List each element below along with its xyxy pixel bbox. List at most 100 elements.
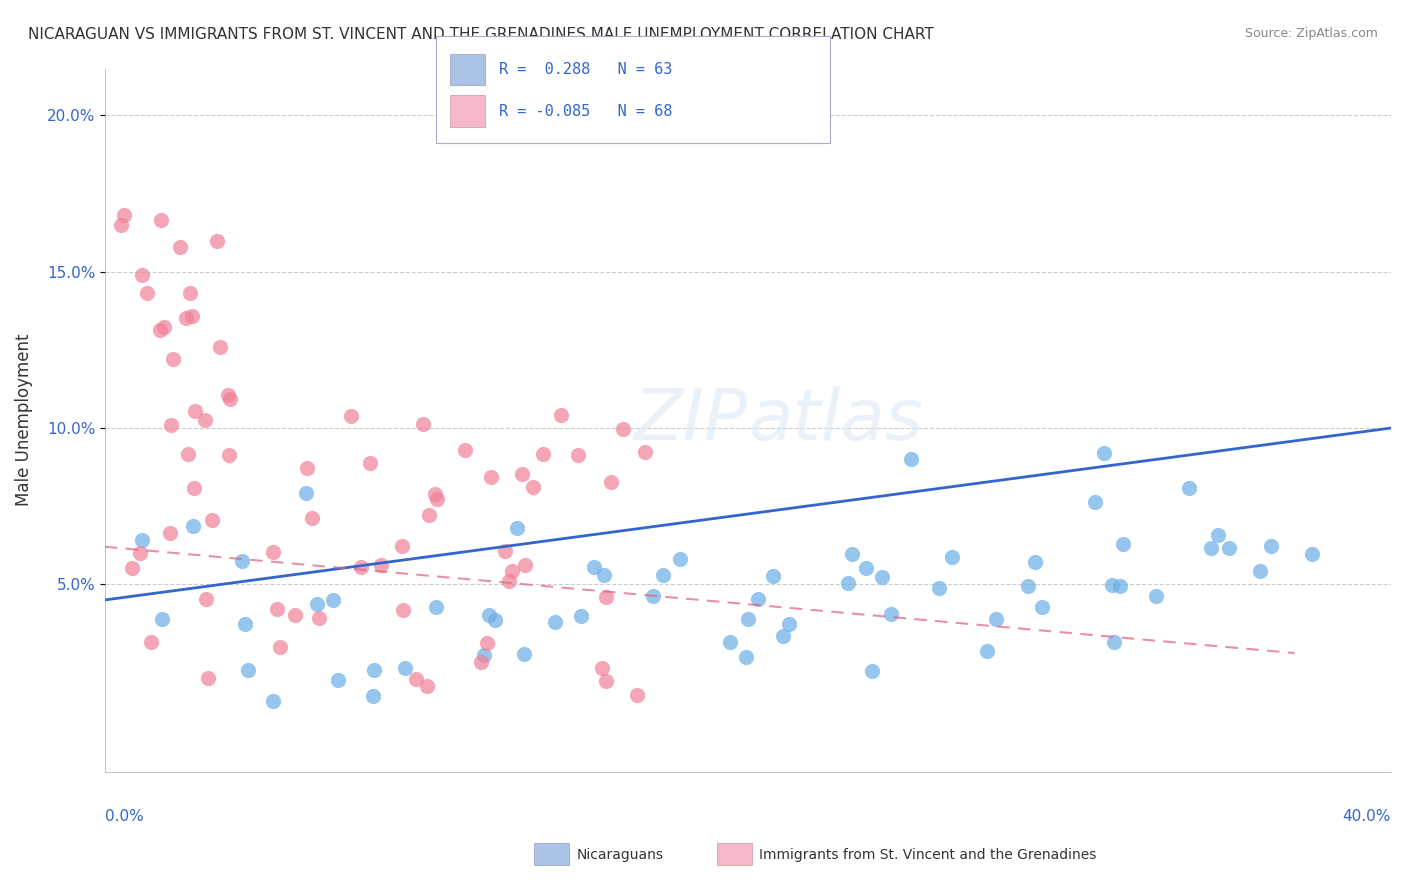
Point bbox=[269, 640, 291, 654]
Point bbox=[747, 592, 769, 607]
Point bbox=[180, 310, 202, 324]
Point bbox=[131, 268, 153, 282]
Point bbox=[643, 590, 665, 604]
Point bbox=[494, 544, 516, 558]
Point bbox=[121, 561, 143, 575]
Y-axis label: Male Unemployment: Male Unemployment bbox=[15, 334, 32, 507]
Point bbox=[350, 559, 373, 574]
Point bbox=[150, 612, 173, 626]
Point bbox=[361, 690, 384, 704]
Point bbox=[984, 612, 1007, 626]
Point bbox=[626, 688, 648, 702]
Point bbox=[183, 404, 205, 418]
Point bbox=[976, 643, 998, 657]
Point bbox=[159, 525, 181, 540]
Point bbox=[322, 593, 344, 607]
Point bbox=[1301, 547, 1323, 561]
Point bbox=[870, 569, 893, 583]
Point bbox=[484, 613, 506, 627]
Point bbox=[772, 629, 794, 643]
Point bbox=[600, 475, 623, 490]
Point bbox=[737, 612, 759, 626]
Point bbox=[498, 574, 520, 588]
Point bbox=[412, 417, 434, 432]
Point bbox=[531, 447, 554, 461]
Point bbox=[238, 663, 260, 677]
Text: ZIP: ZIP bbox=[634, 385, 748, 455]
Text: Source: ZipAtlas.com: Source: ZipAtlas.com bbox=[1244, 27, 1378, 40]
Point bbox=[359, 456, 381, 470]
Point bbox=[131, 533, 153, 547]
Point bbox=[152, 320, 174, 334]
Point bbox=[219, 392, 242, 406]
Point bbox=[308, 611, 330, 625]
Text: Immigrants from St. Vincent and the Grenadines: Immigrants from St. Vincent and the Gren… bbox=[759, 847, 1097, 862]
Point bbox=[1177, 481, 1199, 495]
Point bbox=[233, 616, 256, 631]
Point bbox=[405, 672, 427, 686]
Point bbox=[634, 445, 657, 459]
Point bbox=[193, 413, 215, 427]
Text: NICARAGUAN VS IMMIGRANTS FROM ST. VINCENT AND THE GRENADINES MALE UNEMPLOYMENT C: NICARAGUAN VS IMMIGRANTS FROM ST. VINCEN… bbox=[28, 27, 934, 42]
Point bbox=[301, 511, 323, 525]
Point bbox=[197, 671, 219, 685]
Point bbox=[669, 552, 692, 566]
Point bbox=[544, 615, 567, 630]
Point bbox=[217, 388, 239, 402]
Point bbox=[513, 558, 536, 573]
Point bbox=[1218, 541, 1240, 555]
Point bbox=[513, 647, 536, 661]
Point bbox=[328, 673, 350, 687]
Point bbox=[181, 519, 204, 533]
Point bbox=[569, 609, 592, 624]
Point bbox=[363, 663, 385, 677]
Point bbox=[284, 608, 307, 623]
Point bbox=[1084, 494, 1107, 508]
Point bbox=[425, 600, 447, 615]
Text: R =  0.288   N = 63: R = 0.288 N = 63 bbox=[499, 62, 672, 77]
Point bbox=[1206, 527, 1229, 541]
Point bbox=[266, 601, 288, 615]
Point bbox=[1101, 578, 1123, 592]
Point bbox=[1031, 599, 1053, 614]
Point bbox=[1199, 541, 1222, 555]
Point bbox=[1017, 579, 1039, 593]
Point bbox=[305, 597, 328, 611]
Point bbox=[183, 481, 205, 495]
Point bbox=[1112, 536, 1135, 550]
Point bbox=[423, 487, 446, 501]
Point bbox=[391, 539, 413, 553]
Point bbox=[218, 448, 240, 462]
Text: 40.0%: 40.0% bbox=[1343, 809, 1391, 824]
Point bbox=[295, 485, 318, 500]
Point bbox=[501, 564, 523, 578]
Point bbox=[1249, 565, 1271, 579]
Point bbox=[478, 608, 501, 623]
Point bbox=[392, 603, 415, 617]
Point bbox=[169, 240, 191, 254]
Point bbox=[112, 208, 135, 222]
Point bbox=[1260, 539, 1282, 553]
Point bbox=[855, 561, 877, 575]
Point bbox=[567, 448, 589, 462]
Text: 0.0%: 0.0% bbox=[105, 809, 143, 824]
Point bbox=[1024, 555, 1046, 569]
Point bbox=[295, 461, 318, 475]
Point bbox=[205, 234, 228, 248]
Point bbox=[762, 568, 785, 582]
Point bbox=[370, 558, 392, 572]
Point bbox=[778, 616, 800, 631]
Point bbox=[470, 655, 492, 669]
Point bbox=[174, 311, 197, 326]
Point bbox=[651, 568, 673, 582]
Point bbox=[593, 568, 616, 582]
Point bbox=[141, 635, 163, 649]
Point bbox=[136, 285, 159, 300]
Point bbox=[179, 286, 201, 301]
Point bbox=[1108, 579, 1130, 593]
Point bbox=[595, 590, 617, 604]
Point bbox=[177, 447, 200, 461]
Point bbox=[941, 550, 963, 565]
Point bbox=[1144, 589, 1167, 603]
Point bbox=[201, 513, 224, 527]
